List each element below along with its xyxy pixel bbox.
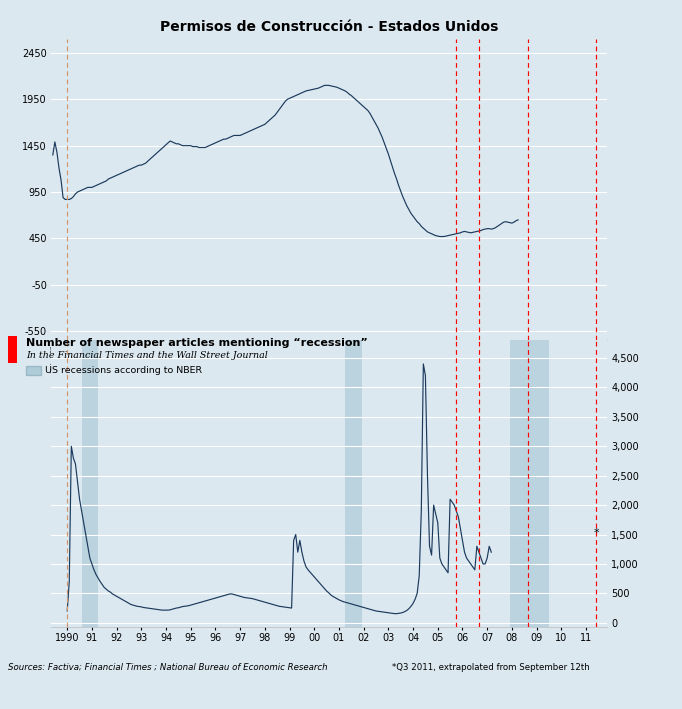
Text: In the Financial Times and the Wall Street Journal: In the Financial Times and the Wall Stre…: [26, 351, 267, 359]
Text: *: *: [593, 527, 599, 537]
Text: US recessions according to NBER: US recessions according to NBER: [45, 367, 202, 375]
Bar: [510, 340, 549, 627]
Title: Permisos de Construcción - Estados Unidos: Permisos de Construcción - Estados Unido…: [160, 20, 499, 33]
Text: Number of newspaper articles mentioning “recession”: Number of newspaper articles mentioning …: [26, 338, 368, 348]
Bar: [82, 340, 98, 627]
Bar: [345, 340, 361, 627]
Text: *Q3 2011, extrapolated from September 12th: *Q3 2011, extrapolated from September 12…: [392, 663, 590, 672]
Text: Sources: Factiva; Financial Times ; National Bureau of Economic Research: Sources: Factiva; Financial Times ; Nati…: [8, 663, 328, 672]
